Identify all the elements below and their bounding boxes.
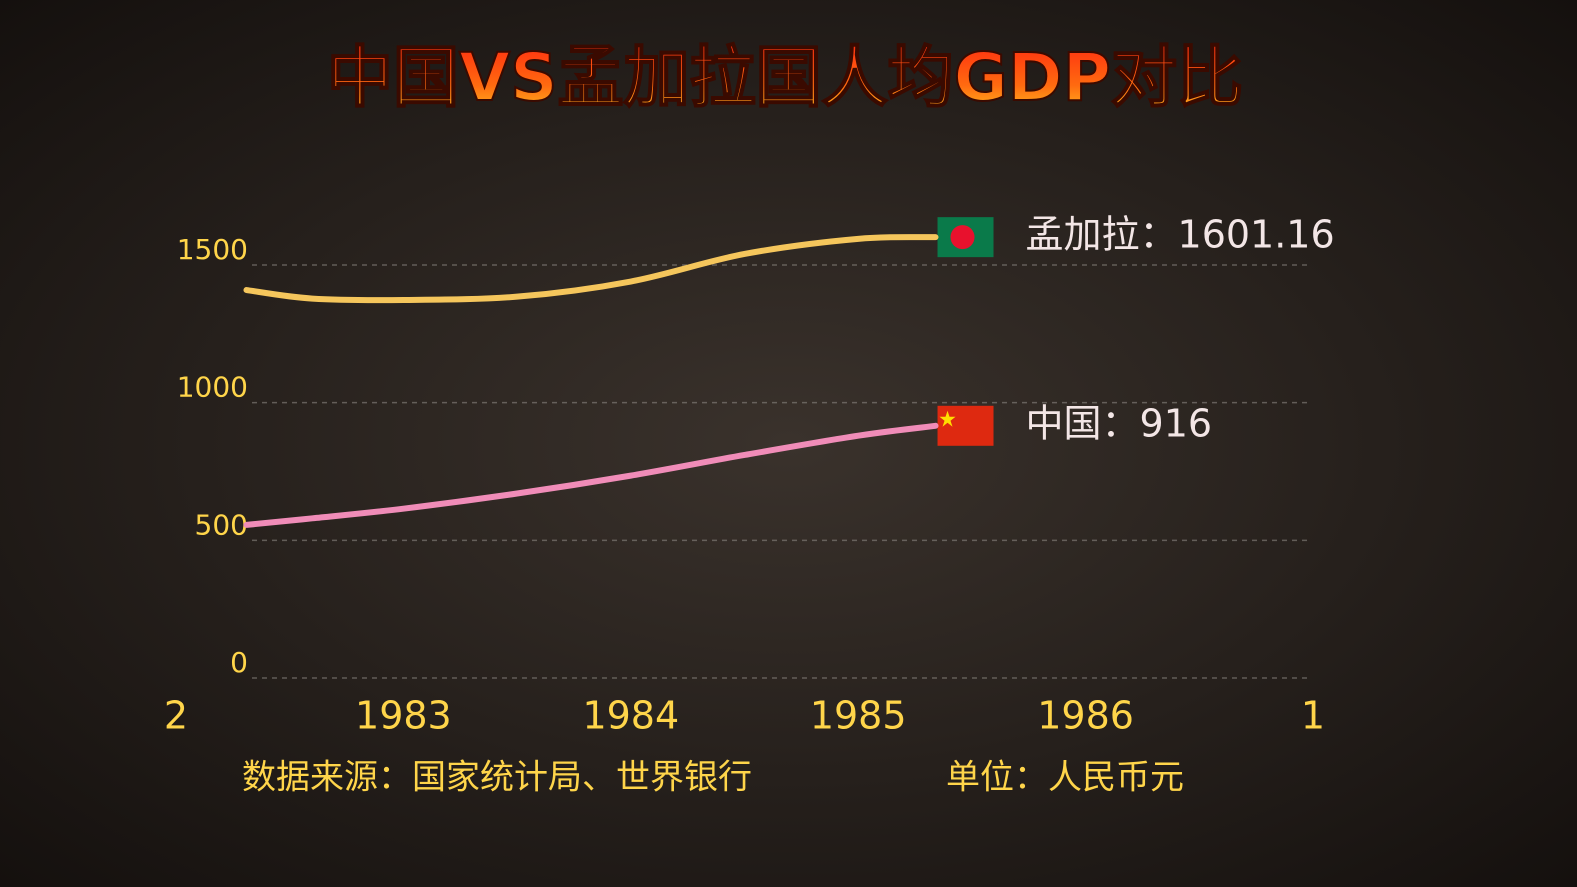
series-line: [243, 422, 939, 528]
source-note: 数据来源：国家统计局、世界银行: [242, 758, 752, 798]
chart-title: 中国VS孟加拉国人均GDP对比: [327, 39, 1243, 116]
y-tick-label: 0: [230, 646, 248, 679]
end-label: 孟加拉：1601.16: [1026, 213, 1335, 257]
flag-bangladesh: [937, 217, 994, 258]
flags: [937, 217, 994, 446]
x-tick-label: 1: [1301, 694, 1325, 738]
y-tick-label: 500: [195, 508, 248, 541]
x-tick-label: 1986: [1037, 694, 1134, 738]
flag-china: [937, 405, 994, 446]
x-tick-label: 2: [164, 694, 188, 738]
x-tick-label: 1983: [355, 694, 452, 738]
series-line: [243, 234, 939, 304]
y-tick-label: 1500: [177, 233, 248, 266]
end-label: 中国：916: [1026, 401, 1213, 445]
x-tick-label: 1985: [810, 694, 907, 738]
x-tick-label: 1984: [582, 694, 679, 738]
unit-note: 单位：人民币元: [946, 758, 1184, 798]
y-tick-label: 1000: [177, 371, 248, 404]
